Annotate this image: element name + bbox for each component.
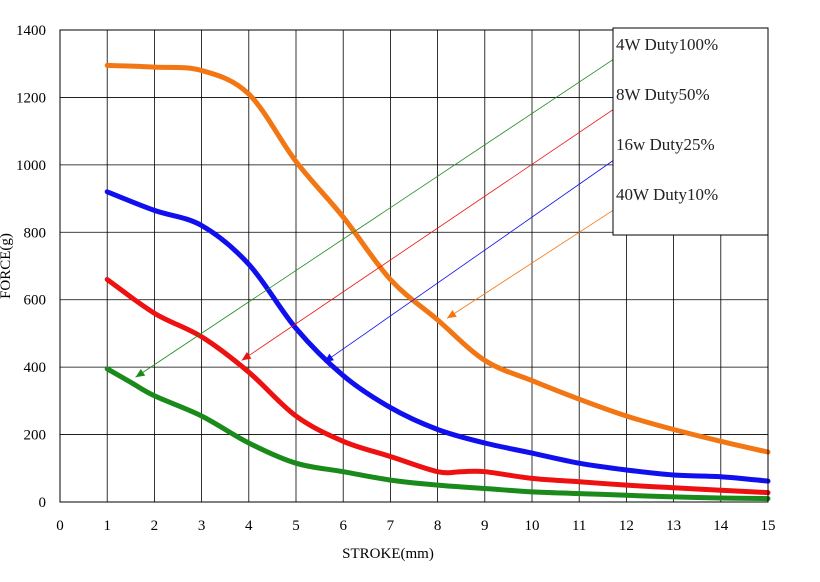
y-tick-label: 800 (24, 225, 47, 241)
annotation-arrowhead-1 (135, 368, 146, 378)
x-tick-label: 15 (761, 518, 776, 534)
series-line-1 (104, 366, 771, 502)
legend-entry-2: 8W Duty50% (616, 85, 710, 104)
x-tick-label: 12 (619, 518, 634, 534)
legend-entry-4: 40W Duty10% (616, 185, 718, 204)
legend-entry-3: 16w Duty25% (616, 135, 715, 154)
x-tick-label: 1 (103, 518, 111, 534)
data-series (104, 62, 771, 502)
annotation-line-4 (446, 198, 632, 319)
x-tick-label: 13 (666, 518, 681, 534)
x-axis-ticks: 0 1 2 3 4 5 6 7 8 9 10 11 12 13 14 15 (56, 518, 775, 534)
y-tick-label: 600 (24, 293, 47, 309)
series-line-4 (104, 62, 771, 455)
y-axis-label: FORCE(g) (0, 233, 14, 299)
y-tick-label: 1400 (16, 23, 46, 39)
x-tick-label: 0 (56, 518, 64, 534)
annotation-arrowhead-3 (324, 353, 334, 363)
annotation-arrowhead-4 (447, 309, 457, 319)
x-tick-label: 11 (572, 518, 586, 534)
legend-box (612, 27, 769, 236)
legend-entry-1: 4W Duty100% (616, 35, 718, 54)
series-line-2 (104, 277, 771, 496)
x-tick-label: 5 (292, 518, 300, 534)
annotation-arrowhead-2 (241, 352, 252, 361)
y-axis-ticks: 0 200 400 600 800 1000 1200 1400 (16, 23, 46, 511)
y-tick-label: 400 (24, 360, 47, 376)
plot-frame (59, 29, 769, 503)
x-tick-label: 9 (481, 518, 489, 534)
x-tick-label: 10 (525, 518, 540, 534)
series-line-3 (104, 189, 771, 484)
x-tick-label: 14 (713, 518, 729, 534)
x-tick-label: 8 (434, 518, 442, 534)
annotation-arrows (135, 47, 632, 378)
y-tick-label: 1000 (16, 158, 46, 174)
x-tick-label: 6 (339, 518, 347, 534)
annotation-line-2 (241, 97, 632, 361)
x-axis-label: STROKE(mm) (342, 546, 434, 562)
y-tick-label: 0 (39, 495, 47, 511)
annotation-line-3 (324, 147, 632, 363)
y-tick-label: 200 (24, 428, 47, 444)
y-tick-label: 1200 (16, 90, 46, 106)
annotation-line-1 (135, 47, 632, 378)
x-tick-label: 3 (198, 518, 206, 534)
legend: 4W Duty100% 8W Duty50% 16w Duty25% 40W Duty… (612, 27, 769, 236)
x-tick-label: 2 (151, 518, 159, 534)
x-tick-label: 4 (245, 518, 253, 534)
x-tick-label: 7 (387, 518, 395, 534)
